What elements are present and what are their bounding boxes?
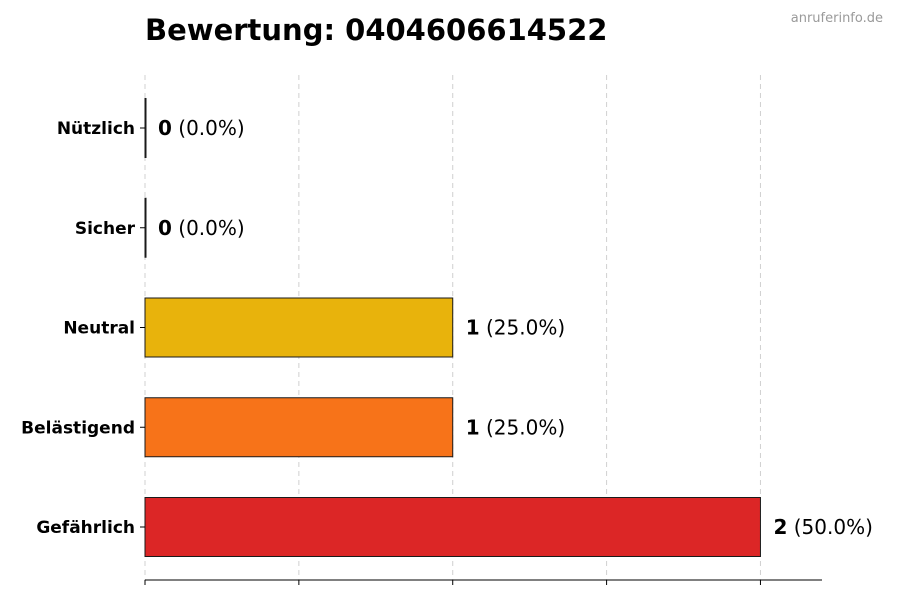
category-label-1: Nützlich <box>57 119 135 139</box>
bar-2 <box>144 197 147 258</box>
bar-5 <box>144 497 761 557</box>
value-count-5: 2 <box>773 515 787 539</box>
value-label-3: 1 (25.0%) <box>466 316 565 340</box>
chart-title: Bewertung: 0404606614522 <box>145 13 607 47</box>
value-count-3: 1 <box>466 316 480 340</box>
bars <box>144 98 761 557</box>
value-count-2: 0 <box>158 216 172 240</box>
x-axis <box>140 127 822 585</box>
category-label-5: Gefährlich <box>36 518 135 538</box>
category-label-4: Belästigend <box>21 418 135 438</box>
value-label-5: 2 (50.0%) <box>773 515 872 539</box>
category-labels: Nützlich Sicher Neutral Belästigend Gefährli… <box>21 119 135 538</box>
value-label-4: 1 (25.0%) <box>466 415 565 439</box>
category-label-2: Sicher <box>75 219 136 239</box>
value-percent-3: (25.0%) <box>480 316 566 340</box>
value-labels: 0 (0.0%)0 (0.0%)1 (25.0%)1 (25.0%)2 (50.… <box>158 116 873 539</box>
value-percent-5: (50.0%) <box>787 515 873 539</box>
value-percent-4: (25.0%) <box>480 415 566 439</box>
watermark: anruferinfo.de <box>791 11 883 26</box>
value-count-1: 0 <box>158 116 172 140</box>
category-label-3: Neutral <box>63 319 135 339</box>
value-percent-2: (0.0%) <box>172 216 245 240</box>
value-count-4: 1 <box>466 415 480 439</box>
bar-1 <box>144 98 147 158</box>
bar-4 <box>144 397 454 458</box>
value-label-2: 0 (0.0%) <box>158 216 245 240</box>
value-percent-1: (0.0%) <box>172 116 245 140</box>
value-label-1: 0 (0.0%) <box>158 116 245 140</box>
bar-3 <box>144 297 454 358</box>
